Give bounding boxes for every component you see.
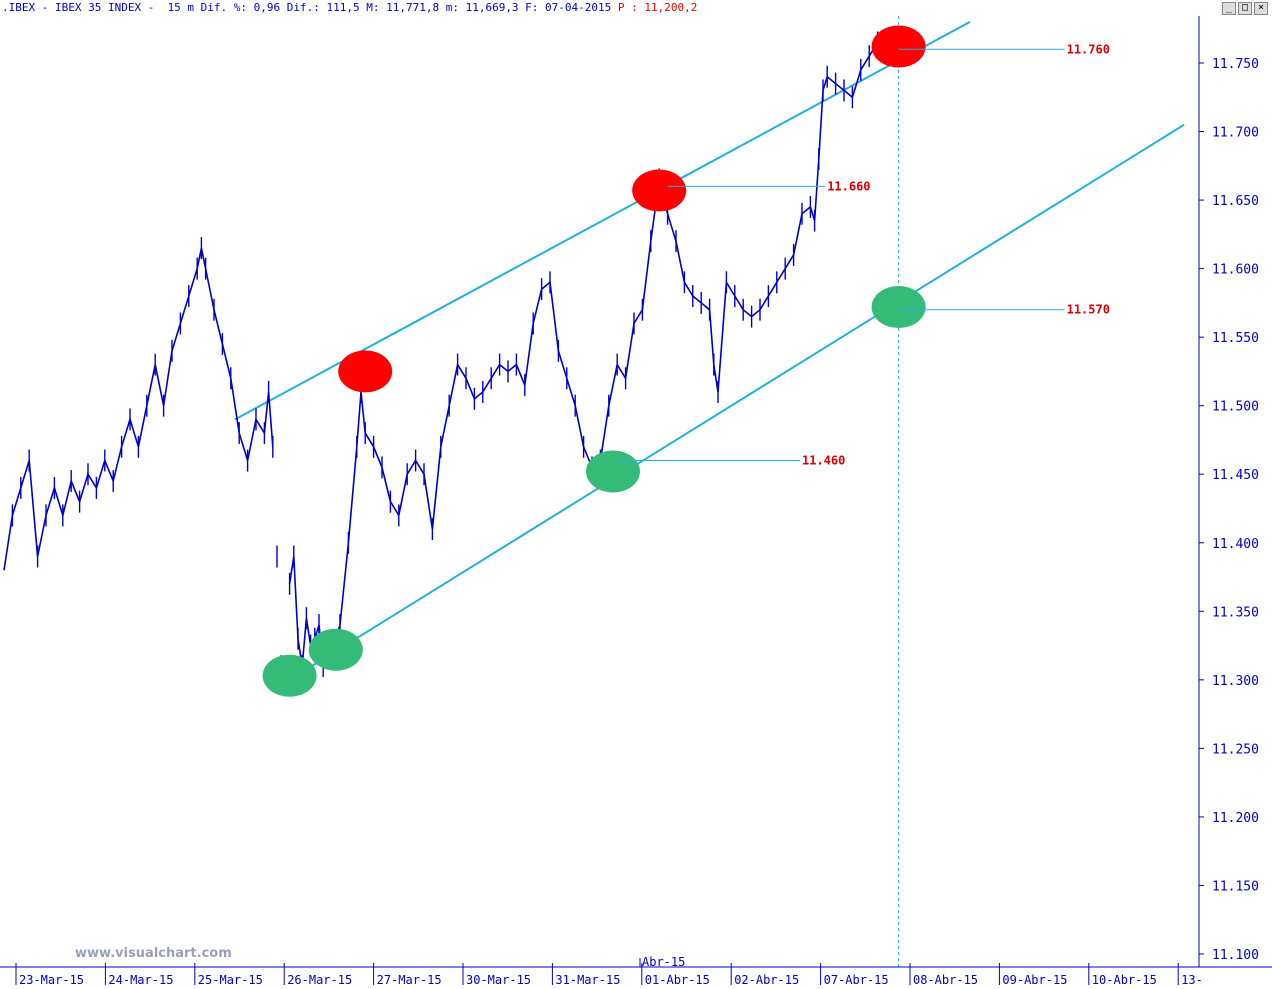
y-tick-label: 11.600	[1212, 263, 1259, 278]
y-tick-label: 11.150	[1212, 879, 1259, 894]
price-layer	[3, 31, 896, 691]
y-tick-label: 11.550	[1212, 331, 1259, 346]
x-tick-label: 30-Mar-15	[466, 973, 531, 987]
support-marker	[871, 285, 926, 328]
y-tick-label: 11.750	[1212, 57, 1259, 72]
x-tick-label: 31-Mar-15	[555, 973, 620, 987]
x-tick-label: 13-	[1181, 973, 1203, 987]
y-tick-label: 11.300	[1212, 674, 1259, 689]
x-tick-label: 08-Abr-15	[913, 973, 978, 987]
y-tick-label: 11.250	[1212, 742, 1259, 757]
y-tick-label: 11.450	[1212, 468, 1259, 483]
y-tick-label: 11.200	[1212, 811, 1259, 826]
axes-layer: 11.100 11.150 11.200 11.250 11.300 11.350 11.4…	[0, 16, 1272, 987]
resistance-marker	[871, 25, 926, 68]
header-info: .IBEX - IBEX 35 INDEX - 15 m Dif. %: 0,9…	[2, 1, 612, 14]
y-tick-label: 11.500	[1212, 400, 1259, 415]
level-label: 11.760	[1067, 42, 1110, 56]
close-button[interactable]: ×	[1254, 2, 1268, 15]
support-marker	[586, 450, 640, 493]
x-tick-label: 02-Abr-15	[734, 973, 799, 987]
level-label: 11.460	[802, 454, 845, 468]
highlight-layer	[262, 25, 926, 697]
support-marker	[308, 628, 363, 671]
y-tick-label: 11.700	[1212, 126, 1259, 141]
channel-line-lower	[289, 123, 1185, 681]
x-tick-label: 23-Mar-15	[19, 973, 84, 987]
x-tick-label: 27-Mar-15	[377, 973, 442, 987]
level-layer: 11.760 11.660 11.570 11.460	[617, 42, 1110, 468]
support-marker	[262, 654, 317, 697]
x-tick-label: 07-Abr-15	[824, 973, 889, 987]
x-tick-label: 01-Abr-15	[645, 973, 710, 987]
minimize-button[interactable]: _	[1222, 2, 1236, 15]
y-tick-label: 11.650	[1212, 194, 1259, 209]
x-tick-label: 09-Abr-15	[1002, 973, 1067, 987]
restore-button[interactable]: □	[1238, 2, 1252, 15]
chart-header: .IBEX - IBEX 35 INDEX - 15 m Dif. %: 0,9…	[2, 0, 697, 16]
y-tick-label: 11.400	[1212, 537, 1259, 552]
level-label: 11.660	[827, 179, 870, 193]
x-tick-label: 10-Abr-15	[1092, 973, 1157, 987]
x-tick-label: 24-Mar-15	[108, 973, 173, 987]
channel-layer	[234, 16, 1185, 967]
resistance-marker	[632, 169, 687, 212]
y-tick-label: 11.100	[1212, 948, 1259, 963]
x-tick-label: 25-Mar-15	[198, 973, 263, 987]
y-tick-label: 11.350	[1212, 605, 1259, 620]
level-label: 11.570	[1067, 303, 1110, 317]
watermark-text: www.visualchart.com	[75, 946, 232, 961]
resistance-marker	[338, 350, 393, 393]
window-controls: _ □ ×	[1220, 2, 1268, 15]
x-tick-label: 26-Mar-15	[287, 973, 352, 987]
price-line	[3, 247, 274, 571]
header-p-value: P : 11,200,2	[617, 1, 698, 14]
month-marker-label: Abr-15	[642, 955, 685, 969]
